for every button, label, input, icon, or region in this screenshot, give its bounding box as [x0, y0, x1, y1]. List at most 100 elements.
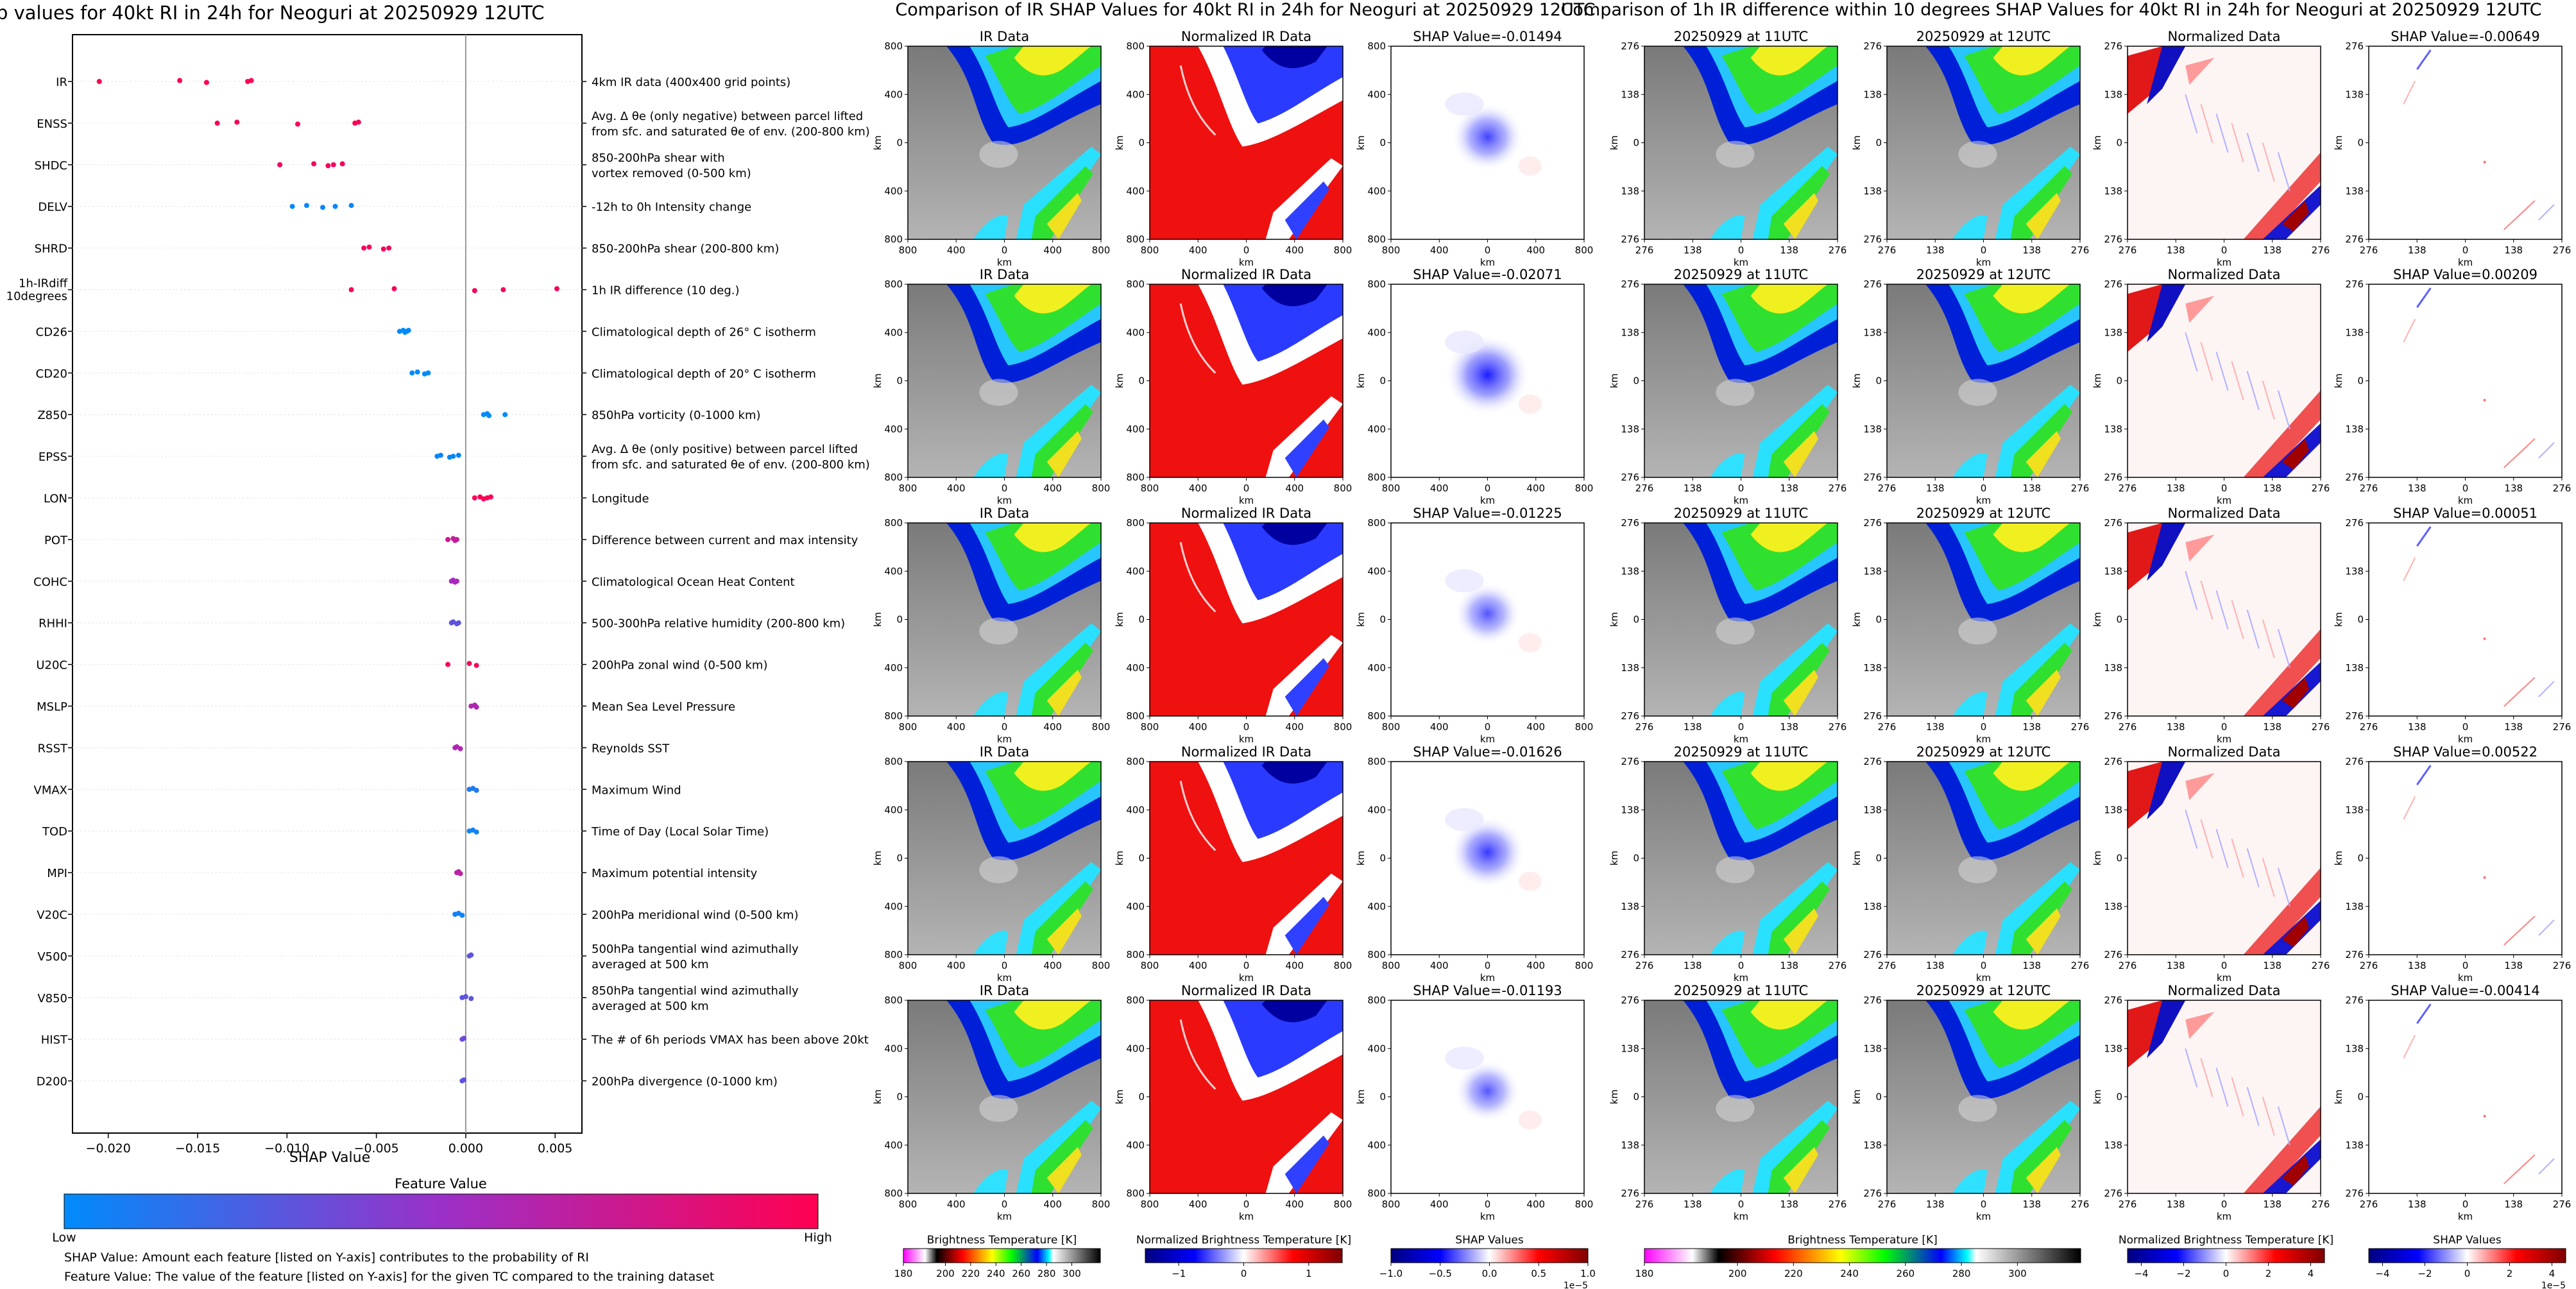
y-tick-label: 800 [1367, 40, 1386, 52]
x-tick-label: 0 [2221, 244, 2228, 256]
shap-point [456, 452, 461, 458]
x-tick-label: 400 [1526, 721, 1545, 733]
colorbar-tick-label: 0.0 [1482, 1268, 1497, 1279]
diff-dark-patch [2282, 438, 2309, 470]
x-tick-label: 138 [1684, 721, 1702, 733]
x-tick-label: 0.000 [448, 1141, 483, 1156]
cloud-band-green [1721, 46, 1838, 114]
diff-blue-patch [2147, 523, 2186, 581]
feature-description: from sfc. and saturated θe of env. (200-… [592, 458, 870, 472]
diff-streak [2262, 1097, 2275, 1136]
x-tick-label: 276 [2312, 960, 2330, 971]
norm-south-white [1265, 635, 1343, 716]
y-tick-label: 0 [2357, 375, 2364, 387]
cloud-band-yellow [1993, 46, 2070, 76]
y-tick-label: 138 [2104, 565, 2122, 577]
ir-image [1887, 1000, 2080, 1193]
x-tick-label: 138 [2408, 244, 2427, 256]
x-tick-label: 400 [1189, 482, 1207, 494]
y-tick-label: 0 [1633, 137, 1639, 149]
feature-description: 500hPa tangential wind azimuthally [592, 943, 799, 956]
normalized-image [1150, 523, 1343, 716]
cloud-fragment [1710, 453, 1745, 477]
panel-title: IR Data [980, 744, 1030, 760]
colorbar-high-label: High [804, 1231, 832, 1245]
southern-band-yellow [1046, 192, 1082, 239]
diff-pink-patch [2185, 773, 2215, 801]
y-axis-label: km [2333, 1089, 2344, 1104]
feature-description: Mean Sea Level Pressure [592, 701, 735, 714]
x-axis-label: km [2217, 1211, 2231, 1222]
y-tick-label: 400 [1367, 89, 1386, 100]
panel-ir: 20250929 at 11UTC27627613813800138138276… [1608, 983, 1847, 1222]
diff-streak [2185, 332, 2198, 371]
y-tick-label: 0 [2357, 1091, 2364, 1103]
cloud-band-green [1721, 1000, 1838, 1068]
panel-norm: Normalized IR Data8008004004000040040080… [1114, 267, 1352, 506]
cloud-band-yellow [1993, 1000, 2070, 1030]
x-tick-label: 138 [2022, 960, 2041, 971]
x-tick-label: 0 [1981, 1199, 1987, 1210]
x-axis-label: km [2217, 257, 2231, 268]
panel-title: 20250929 at 11UTC [1674, 506, 1809, 521]
x-tick-label: 800 [1575, 960, 1594, 971]
shap-streak [2538, 1158, 2555, 1175]
x-tick-label: 800 [1575, 1199, 1594, 1210]
ir-image [908, 523, 1101, 716]
x-tick-label: 138 [2022, 721, 2041, 733]
y-axis-label: km [1608, 373, 1620, 388]
x-tick-label: 138 [2263, 1199, 2282, 1210]
shap-halo [1445, 330, 1484, 354]
shap-point [461, 1077, 467, 1083]
southern-band-yellow [1783, 669, 1818, 716]
y-axis-label: km [1114, 612, 1125, 627]
x-tick-label: 800 [1382, 244, 1401, 256]
panel-title: 20250929 at 11UTC [1674, 29, 1809, 44]
shap-point [450, 454, 456, 459]
shap-blob [1454, 1059, 1521, 1122]
y-tick-label: 138 [2345, 423, 2364, 435]
x-tick-label: 138 [2167, 244, 2185, 256]
shap-background [2369, 762, 2562, 955]
y-tick-label: 0 [1875, 853, 1882, 864]
diff-pink-patch [2185, 58, 2215, 85]
x-tick-label: 800 [899, 1199, 917, 1210]
southern-band-yellow [1783, 908, 1818, 955]
y-tick-label: 138 [1621, 185, 1639, 197]
ir-image [1887, 46, 2080, 239]
tc-core [1958, 379, 1997, 406]
colorbar [1145, 1248, 1343, 1263]
x-tick-label: 138 [1926, 721, 1945, 733]
x-axis-label: km [1239, 972, 1254, 984]
y-tick-label: 138 [2104, 185, 2122, 197]
y-tick-label: 400 [1126, 423, 1145, 435]
y-tick-label: 800 [1126, 517, 1145, 529]
feature-description: 500-300hPa relative humidity (200-800 km… [592, 617, 845, 631]
feature-description: from sfc. and saturated θe of env. (200-… [592, 125, 870, 139]
x-axis-label: km [997, 495, 1012, 506]
y-tick-label: 276 [1621, 994, 1639, 1006]
y-tick-label: 276 [2345, 234, 2364, 245]
x-tick-label: 800 [1575, 482, 1594, 494]
x-tick-label: 0 [1002, 960, 1008, 971]
y-tick-label: 0 [2116, 375, 2122, 387]
shap-blob [1451, 103, 1524, 171]
cloud-fragment [973, 1169, 1009, 1193]
panel-norm: Normalized IR Data8008004004000040040080… [1114, 506, 1352, 745]
x-tick-label: 400 [1043, 482, 1062, 494]
tc-core [979, 1095, 1018, 1122]
shap-point [500, 287, 506, 293]
feature-code-label: V850 [37, 992, 67, 1005]
panel-title: SHAP Value=-0.00414 [2391, 983, 2540, 998]
diff-streak [2277, 867, 2290, 907]
colorbar-tick-label: 260 [1897, 1268, 1915, 1279]
southern-band-yellow [2026, 1147, 2061, 1193]
x-tick-label: 138 [1926, 482, 1945, 494]
x-axis-label: km [1480, 495, 1495, 506]
shap-point [311, 161, 317, 167]
cloud-band-yellow [1014, 46, 1091, 76]
y-axis-label: km [1114, 851, 1125, 866]
y-tick-label: 138 [1621, 423, 1639, 435]
colorbar [903, 1248, 1101, 1263]
y-tick-label: 400 [1126, 89, 1145, 100]
